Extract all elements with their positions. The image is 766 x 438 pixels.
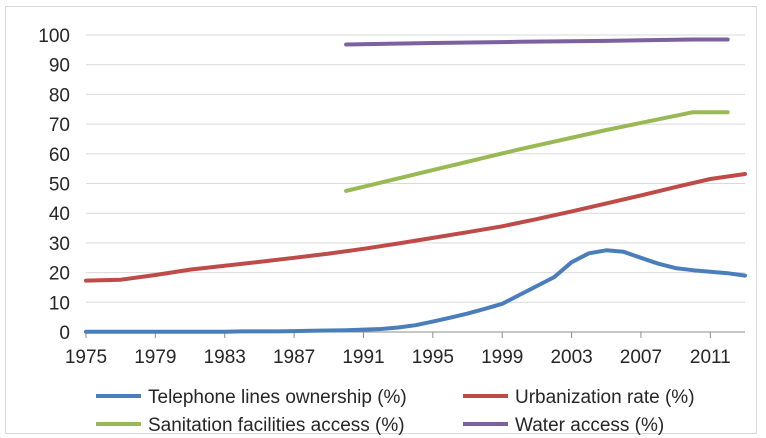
y-tick-label: 80 (49, 85, 70, 106)
y-tick-label: 30 (49, 234, 70, 255)
y-axis-ticks: 0 10 20 30 40 50 60 70 80 90 100 (38, 26, 70, 344)
y-tick-label: 60 (49, 145, 70, 166)
legend-label-water-access: Water access (%) (515, 415, 664, 436)
x-tick-label: 1995 (412, 347, 454, 368)
gridlines (86, 34, 745, 333)
legend-label-sanitation-access: Sanitation facilities access (%) (148, 415, 405, 436)
series-line-water-access (344, 37, 730, 47)
y-tick-label: 70 (49, 115, 70, 136)
x-tick-label: 1999 (481, 347, 523, 368)
chart-frame (5, 6, 757, 434)
series-line-urbanization-rate (84, 172, 747, 283)
legend: Telephone lines ownership (%) Urbanizatio… (96, 387, 695, 436)
x-tick-label: 2003 (550, 347, 592, 368)
x-tick-label: 1979 (134, 347, 176, 368)
x-tick-label: 2011 (690, 347, 731, 368)
legend-label-urbanization-rate: Urbanization rate (%) (515, 387, 695, 408)
y-tick-label: 90 (49, 56, 70, 77)
legend-label-telephone-lines: Telephone lines ownership (%) (148, 387, 407, 408)
y-tick-label: 20 (49, 264, 70, 285)
x-tick-label: 1987 (273, 347, 315, 368)
y-tick-label: 10 (49, 293, 70, 314)
series-line-sanitation-access (344, 110, 730, 193)
x-axis-ticks: 1975 1979 1983 1987 1991 1995 1999 2003 2007 2011 (65, 332, 731, 368)
series-line-telephone-lines (84, 248, 747, 334)
y-tick-label: 40 (49, 204, 70, 225)
y-tick-label: 0 (59, 323, 70, 344)
y-tick-label: 100 (38, 26, 70, 47)
x-tick-label: 1983 (204, 347, 246, 368)
x-tick-label: 1975 (65, 347, 107, 368)
x-tick-label: 2007 (620, 347, 662, 368)
y-tick-label: 50 (49, 175, 70, 196)
series-lines (84, 37, 747, 334)
x-tick-label: 1991 (342, 347, 384, 368)
